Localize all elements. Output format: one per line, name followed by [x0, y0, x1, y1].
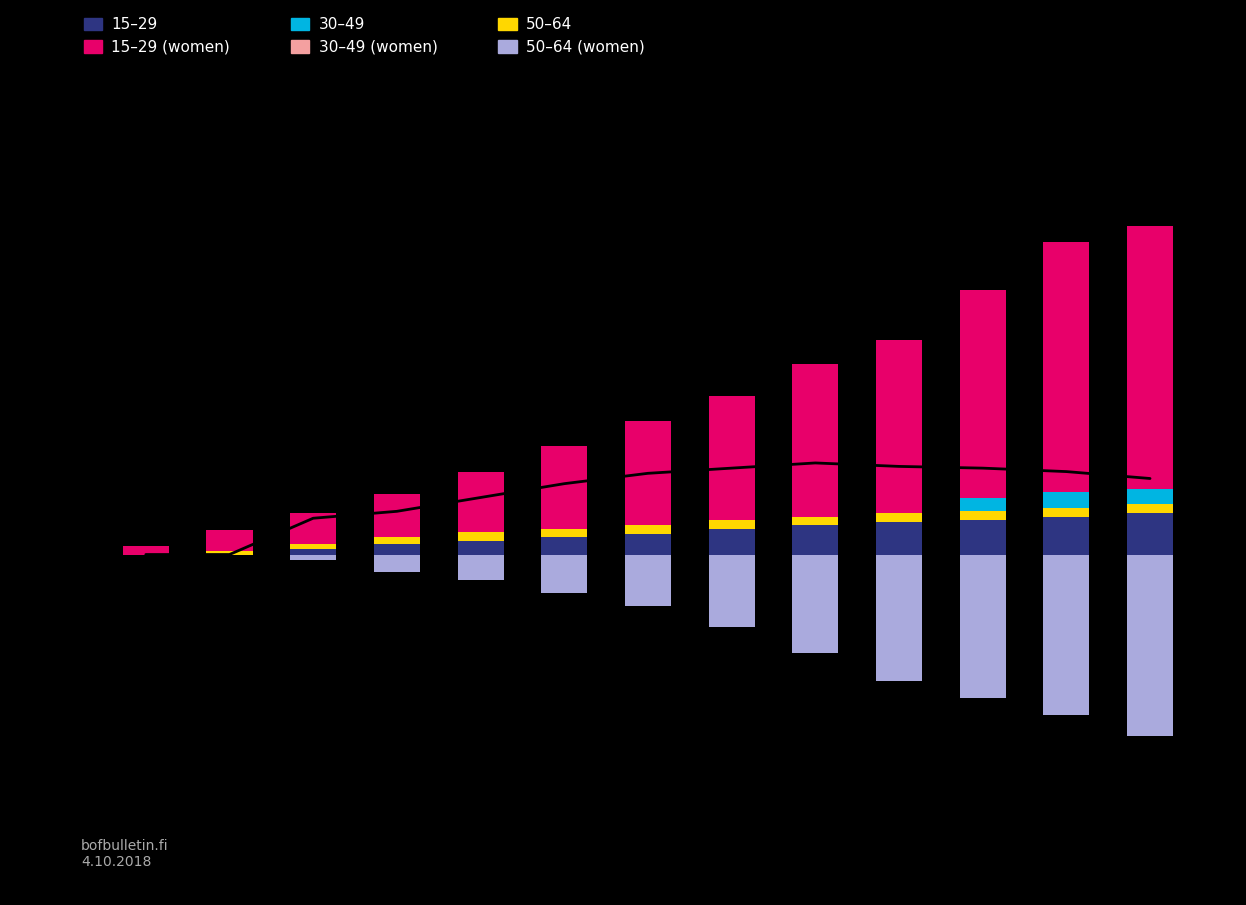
Bar — [959, 291, 1006, 498]
Bar — [541, 538, 587, 555]
Bar — [457, 472, 503, 532]
Bar — [876, 521, 922, 555]
Bar — [457, 532, 503, 540]
Bar — [876, 340, 922, 513]
Bar — [1043, 242, 1089, 492]
Bar — [959, 511, 1006, 520]
Bar — [1043, 555, 1089, 715]
Bar — [959, 498, 1006, 511]
Bar — [876, 513, 922, 521]
Bar — [792, 517, 839, 525]
Bar — [709, 520, 755, 529]
Bar — [290, 549, 336, 555]
Legend: 15–29, 15–29 (women), 30–49, 30–49 (women), 50–64, 50–64 (women): 15–29, 15–29 (women), 30–49, 30–49 (wome… — [83, 17, 644, 55]
Bar — [876, 555, 922, 681]
Bar — [625, 555, 670, 606]
Bar — [792, 555, 839, 653]
Bar — [1128, 555, 1172, 736]
Bar — [709, 555, 755, 627]
Bar — [1043, 492, 1089, 508]
Bar — [290, 513, 336, 544]
Bar — [1128, 513, 1172, 555]
Bar — [959, 520, 1006, 555]
Bar — [541, 529, 587, 538]
Bar — [959, 555, 1006, 698]
Bar — [290, 555, 336, 559]
Bar — [792, 525, 839, 555]
Bar — [625, 534, 670, 555]
Bar — [1128, 489, 1172, 504]
Bar — [123, 546, 168, 555]
Bar — [457, 555, 503, 580]
Bar — [207, 551, 253, 555]
Bar — [541, 445, 587, 529]
Bar — [1043, 517, 1089, 555]
Bar — [1043, 508, 1089, 517]
Bar — [709, 395, 755, 520]
Bar — [290, 544, 336, 549]
Bar — [374, 544, 420, 555]
Bar — [709, 529, 755, 555]
Bar — [541, 555, 587, 593]
Bar — [374, 494, 420, 538]
Bar — [792, 365, 839, 517]
Bar — [625, 422, 670, 525]
Bar — [1128, 504, 1172, 513]
Bar — [374, 538, 420, 544]
Bar — [457, 540, 503, 555]
Bar — [207, 530, 253, 551]
Bar — [374, 555, 420, 572]
Bar — [625, 525, 670, 534]
Text: bofbulletin.fi
4.10.2018: bofbulletin.fi 4.10.2018 — [81, 839, 168, 869]
Bar — [1128, 213, 1172, 489]
